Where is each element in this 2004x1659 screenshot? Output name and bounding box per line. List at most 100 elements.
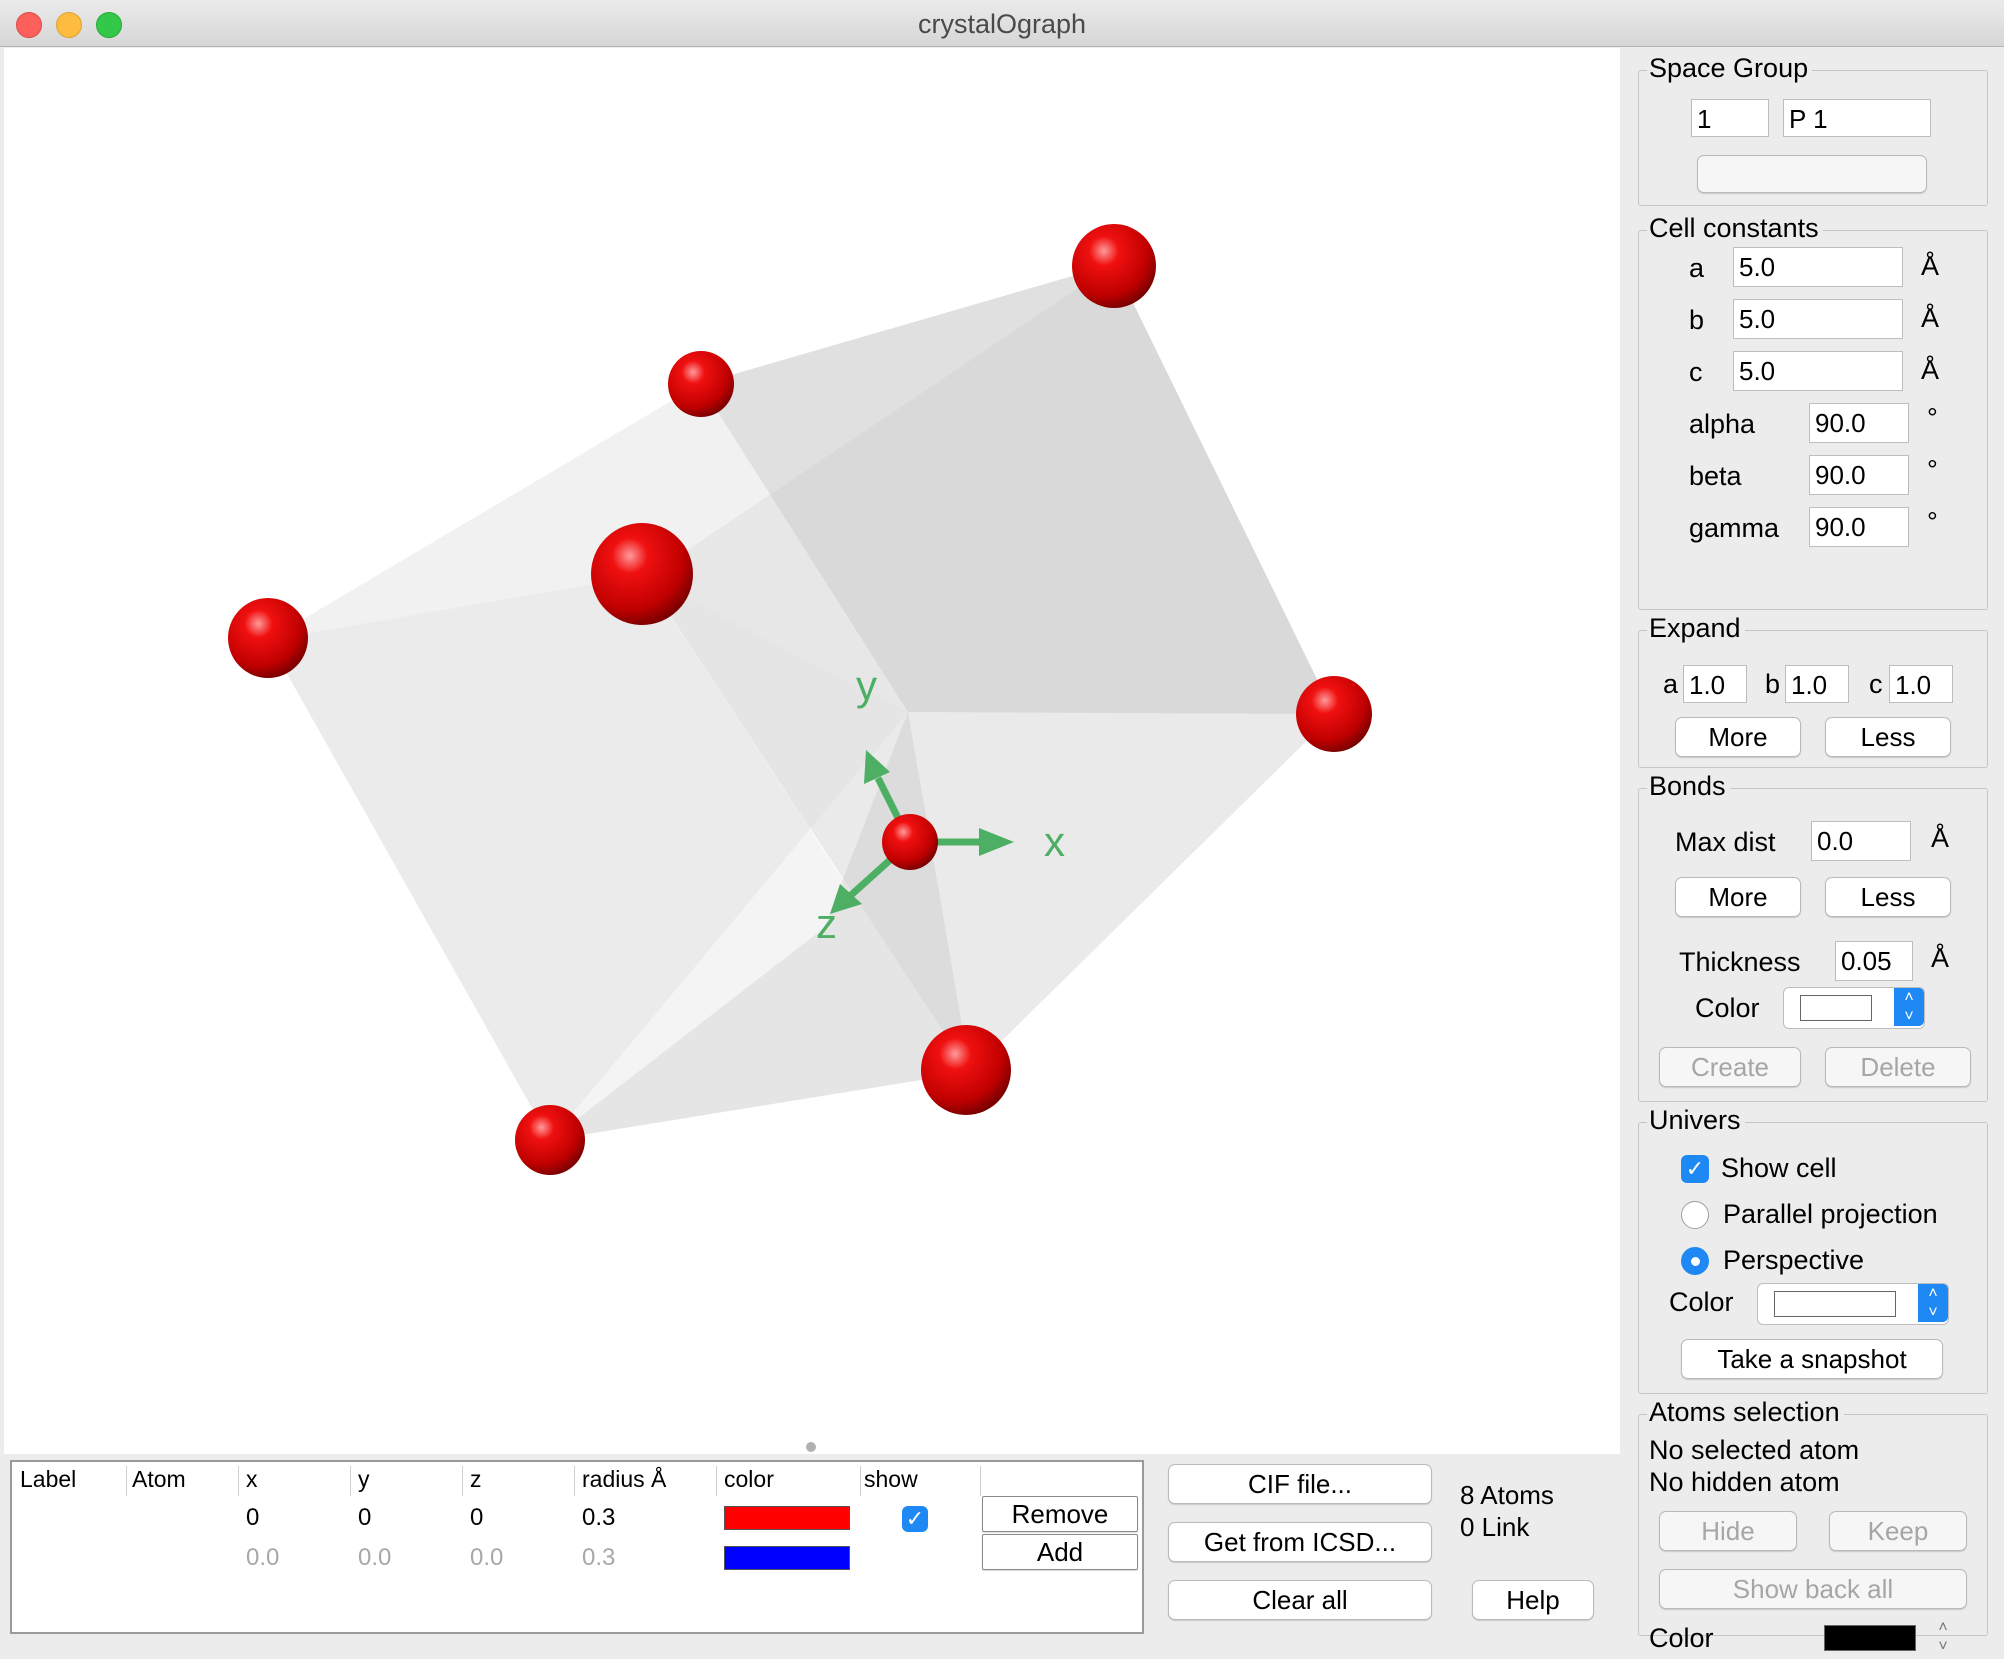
cell-x[interactable]: 0.0 [246, 1544, 280, 1571]
column-header-z[interactable]: z [470, 1466, 482, 1492]
expand-b-field[interactable]: 1.0 [1785, 665, 1849, 703]
create-bond-button[interactable]: Create [1659, 1047, 1801, 1087]
cell-y[interactable]: 0 [358, 1504, 372, 1531]
column-header-color[interactable]: color [724, 1466, 774, 1492]
get-from-icsd-button[interactable]: Get from ICSD... [1168, 1522, 1432, 1562]
expand-less-button[interactable]: Less [1825, 717, 1951, 757]
atom-sphere[interactable] [668, 351, 734, 417]
cell-z[interactable]: 0.0 [470, 1544, 504, 1571]
chevron-up-down-icon: ˄ ˅ [1938, 1619, 1948, 1655]
thickness-label: Thickness [1679, 947, 1801, 977]
atoms-table[interactable]: Label Atom x y z radius Å color show 0 0… [10, 1460, 1144, 1634]
show-cell-checkbox[interactable]: ✓ [1681, 1155, 1709, 1183]
atom-sphere[interactable] [591, 523, 693, 625]
show-back-all-button[interactable]: Show back all [1659, 1569, 1967, 1609]
cell-radius[interactable]: 0.3 [582, 1544, 616, 1571]
column-separator [462, 1466, 463, 1496]
help-button[interactable]: Help [1472, 1580, 1594, 1620]
column-header-x[interactable]: x [246, 1466, 258, 1492]
gamma-field[interactable]: 90.0 [1809, 507, 1909, 547]
column-separator [716, 1466, 717, 1496]
chevron-up-down-icon: ˄ ˅ [1918, 1284, 1948, 1322]
selection-color-select[interactable]: ˄ ˅ [1807, 1617, 1959, 1659]
column-header-y[interactable]: y [358, 1466, 370, 1492]
add-atom-button[interactable]: Add [982, 1534, 1138, 1570]
background-color-select[interactable]: ˄ ˅ [1757, 1283, 1949, 1325]
column-header-atom[interactable]: Atom [132, 1466, 186, 1492]
space-group-number-field[interactable]: 1 [1691, 99, 1769, 137]
crystal-3d-view[interactable]: x y z [4, 48, 1620, 1454]
bond-color-select[interactable]: ˄ ˅ [1783, 987, 1925, 1029]
atom-sphere[interactable] [1072, 224, 1156, 308]
space-group-select-button[interactable] [1697, 155, 1927, 193]
axis-label-y: y [856, 662, 877, 709]
cell-c-field[interactable]: 5.0 [1733, 351, 1903, 391]
cell-a-field[interactable]: 5.0 [1733, 247, 1903, 287]
atom-sphere[interactable] [921, 1025, 1011, 1115]
column-separator [574, 1466, 575, 1496]
atom-sphere[interactable] [1296, 676, 1372, 752]
cell-radius[interactable]: 0.3 [582, 1504, 616, 1531]
minimize-window-button[interactable] [56, 12, 82, 38]
close-window-button[interactable] [16, 12, 42, 38]
cell-c-unit: Å [1921, 355, 1940, 385]
cell-color-swatch[interactable] [724, 1546, 850, 1570]
parallel-projection-radio[interactable] [1681, 1201, 1709, 1229]
bonds-more-button[interactable]: More [1675, 877, 1801, 917]
thickness-unit: Å [1931, 943, 1950, 973]
column-header-radius[interactable]: radius Å [582, 1466, 667, 1492]
selection-color-swatch [1824, 1625, 1916, 1651]
gamma-unit: ° [1927, 507, 1938, 537]
cell-color-swatch[interactable] [724, 1506, 850, 1530]
alpha-field[interactable]: 90.0 [1809, 403, 1909, 443]
cell-b-field[interactable]: 5.0 [1733, 299, 1903, 339]
univers-box: Univers ✓ Show cell Parallel projection … [1638, 1105, 1988, 1394]
chevron-up-down-icon: ˄ ˅ [1894, 988, 1924, 1026]
bonds-less-button[interactable]: Less [1825, 877, 1951, 917]
atom-sphere[interactable] [228, 598, 308, 678]
max-dist-field[interactable]: 0.0 [1811, 821, 1911, 861]
cell-face-back [700, 264, 1334, 714]
cell-z[interactable]: 0 [470, 1504, 484, 1531]
atom-sphere[interactable] [515, 1105, 585, 1175]
cell-face-right [646, 264, 1334, 1072]
thickness-field[interactable]: 0.05 [1835, 941, 1913, 981]
bond-color-swatch [1800, 995, 1872, 1021]
atom-sphere[interactable] [882, 814, 938, 870]
clear-all-button[interactable]: Clear all [1168, 1580, 1432, 1620]
parallel-projection-label: Parallel projection [1723, 1199, 1938, 1229]
bond-color-label: Color [1695, 993, 1760, 1023]
perspective-label: Perspective [1723, 1245, 1865, 1275]
cell-face-bottom [550, 712, 970, 1140]
column-separator [980, 1466, 981, 1496]
space-group-symbol-field[interactable]: P 1 [1783, 99, 1931, 137]
expand-more-button[interactable]: More [1675, 717, 1801, 757]
column-header-show[interactable]: show [864, 1466, 918, 1492]
cell-face-left [268, 576, 908, 1140]
remove-atom-button[interactable]: Remove [982, 1496, 1138, 1532]
cell-b-label: b [1689, 305, 1705, 335]
cell-y[interactable]: 0.0 [358, 1544, 392, 1571]
show-checkbox[interactable]: ✓ [902, 1506, 928, 1532]
background-color-swatch [1774, 1291, 1896, 1317]
perspective-radio[interactable] [1681, 1247, 1709, 1275]
cell-a-label: a [1689, 253, 1705, 283]
expand-box: Expand a 1.0 b 1.0 c 1.0 More Less [1638, 613, 1988, 768]
delete-bond-button[interactable]: Delete [1825, 1047, 1971, 1087]
hide-atom-button[interactable]: Hide [1659, 1511, 1797, 1551]
cell-x[interactable]: 0 [246, 1504, 260, 1531]
column-header-label[interactable]: Label [20, 1466, 77, 1492]
keep-atom-button[interactable]: Keep [1829, 1511, 1967, 1551]
control-panel: Space Group 1 P 1 Cell constants a 5.0 Å… [1622, 48, 2004, 1655]
beta-field[interactable]: 90.0 [1809, 455, 1909, 495]
expand-a-field[interactable]: 1.0 [1683, 665, 1747, 703]
cif-file-button[interactable]: CIF file... [1168, 1464, 1432, 1504]
zoom-window-button[interactable] [96, 12, 122, 38]
expand-b-label: b [1765, 669, 1781, 699]
univers-title: Univers [1647, 1105, 1745, 1136]
axis-label-x: x [1044, 818, 1065, 865]
splitter-handle[interactable] [806, 1442, 816, 1452]
take-snapshot-button[interactable]: Take a snapshot [1681, 1339, 1943, 1379]
expand-c-field[interactable]: 1.0 [1889, 665, 1953, 703]
atoms-selection-title: Atoms selection [1647, 1397, 1844, 1428]
